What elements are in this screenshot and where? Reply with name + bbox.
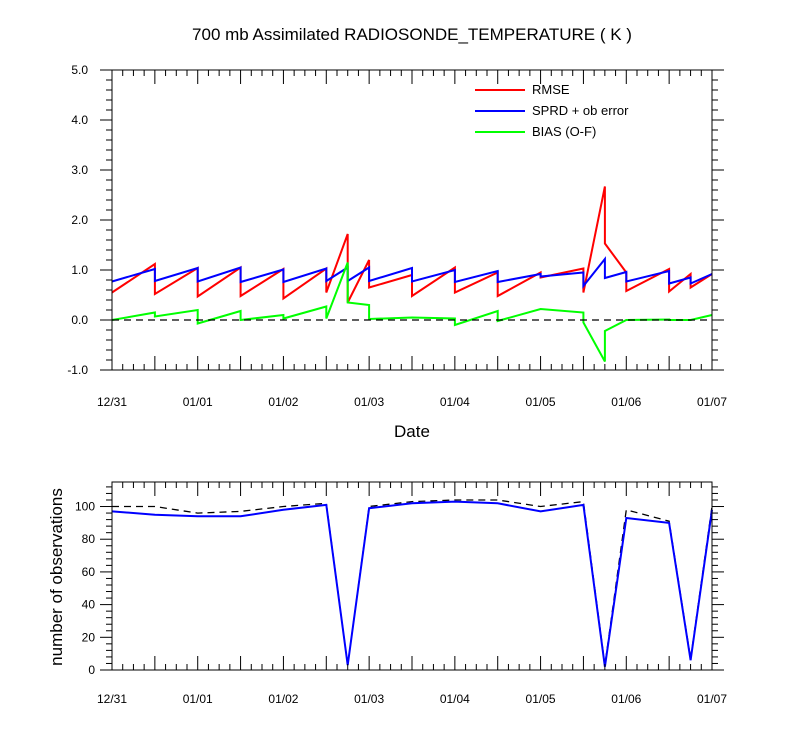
x-tick-label: 01/05 [526,692,556,706]
x-tick-label: 01/07 [697,692,727,706]
top-series-rmse [111,186,713,303]
x-tick-label: 01/03 [354,395,384,409]
x-tick-label: 01/03 [354,692,384,706]
y-tick-label: 2.0 [71,213,88,227]
y-tick-label: 40 [82,598,96,612]
y-tick-label: 0 [88,663,95,677]
bottom-series-group [111,499,713,667]
bottom-series-possible [112,499,713,666]
x-axis-label: Date [394,422,430,441]
y-tick-label: 100 [75,500,95,514]
x-tick-label: 12/31 [97,395,127,409]
bottom-ticks-group [100,482,724,671]
x-tick-label: 01/02 [268,395,298,409]
y-tick-label: 80 [82,532,96,546]
legend-label: RMSE [532,82,570,97]
x-tick-label: 01/01 [183,395,213,409]
x-tick-label: 01/06 [611,395,641,409]
legend-label: BIAS (O-F) [532,124,596,139]
x-tick-label: 01/04 [440,395,470,409]
x-tick-label: 12/31 [97,692,127,706]
x-tick-label: 01/05 [526,395,556,409]
y-tick-label: 5.0 [71,63,88,77]
y-tick-label: 60 [82,565,96,579]
y-tick-label: 3.0 [71,163,88,177]
top-ticks-group [100,69,724,371]
bottom-y-tick-labels: 0 20 40 60 80 100 [75,500,95,677]
y-tick-label: 1.0 [71,263,88,277]
y-tick-label: -1.0 [67,363,88,377]
legend: RMSE SPRD + ob error BIAS (O-F) [475,82,629,139]
y-tick-label: 4.0 [71,113,88,127]
x-tick-label: 01/07 [697,395,727,409]
top-series-group [111,186,713,362]
x-tick-label: 01/02 [268,692,298,706]
y-tick-label: 20 [82,630,96,644]
x-tick-label: 01/04 [440,692,470,706]
x-tick-label: 01/06 [611,692,641,706]
top-x-tick-labels: 12/31 01/01 01/02 01/03 01/04 01/05 01/06 01/07 [97,395,727,409]
top-series-bias-o-f [111,262,713,362]
y-axis-label: number of observations [47,488,66,666]
y-tick-label: 0.0 [71,313,88,327]
bottom-x-tick-labels: 12/31 01/01 01/02 01/03 01/04 01/05 01/06 01/07 [97,692,727,706]
top-panel: 700 mb Assimilated RADIOSONDE_TEMPERATUR… [67,25,727,441]
x-tick-label: 01/01 [183,692,213,706]
legend-label: SPRD + ob error [532,103,629,118]
bottom-series-used [111,500,713,667]
bottom-plot-frame [111,481,713,671]
bottom-panel: 12/31 01/01 01/02 01/03 01/04 01/05 01/06 01/07… [47,481,727,706]
top-y-tick-labels: -1.0 0.0 1.0 2.0 3.0 4.0 5.0 [67,63,88,377]
chart-title: 700 mb Assimilated RADIOSONDE_TEMPERATUR… [192,25,632,44]
top-series-sprd-ob-error [111,256,713,289]
